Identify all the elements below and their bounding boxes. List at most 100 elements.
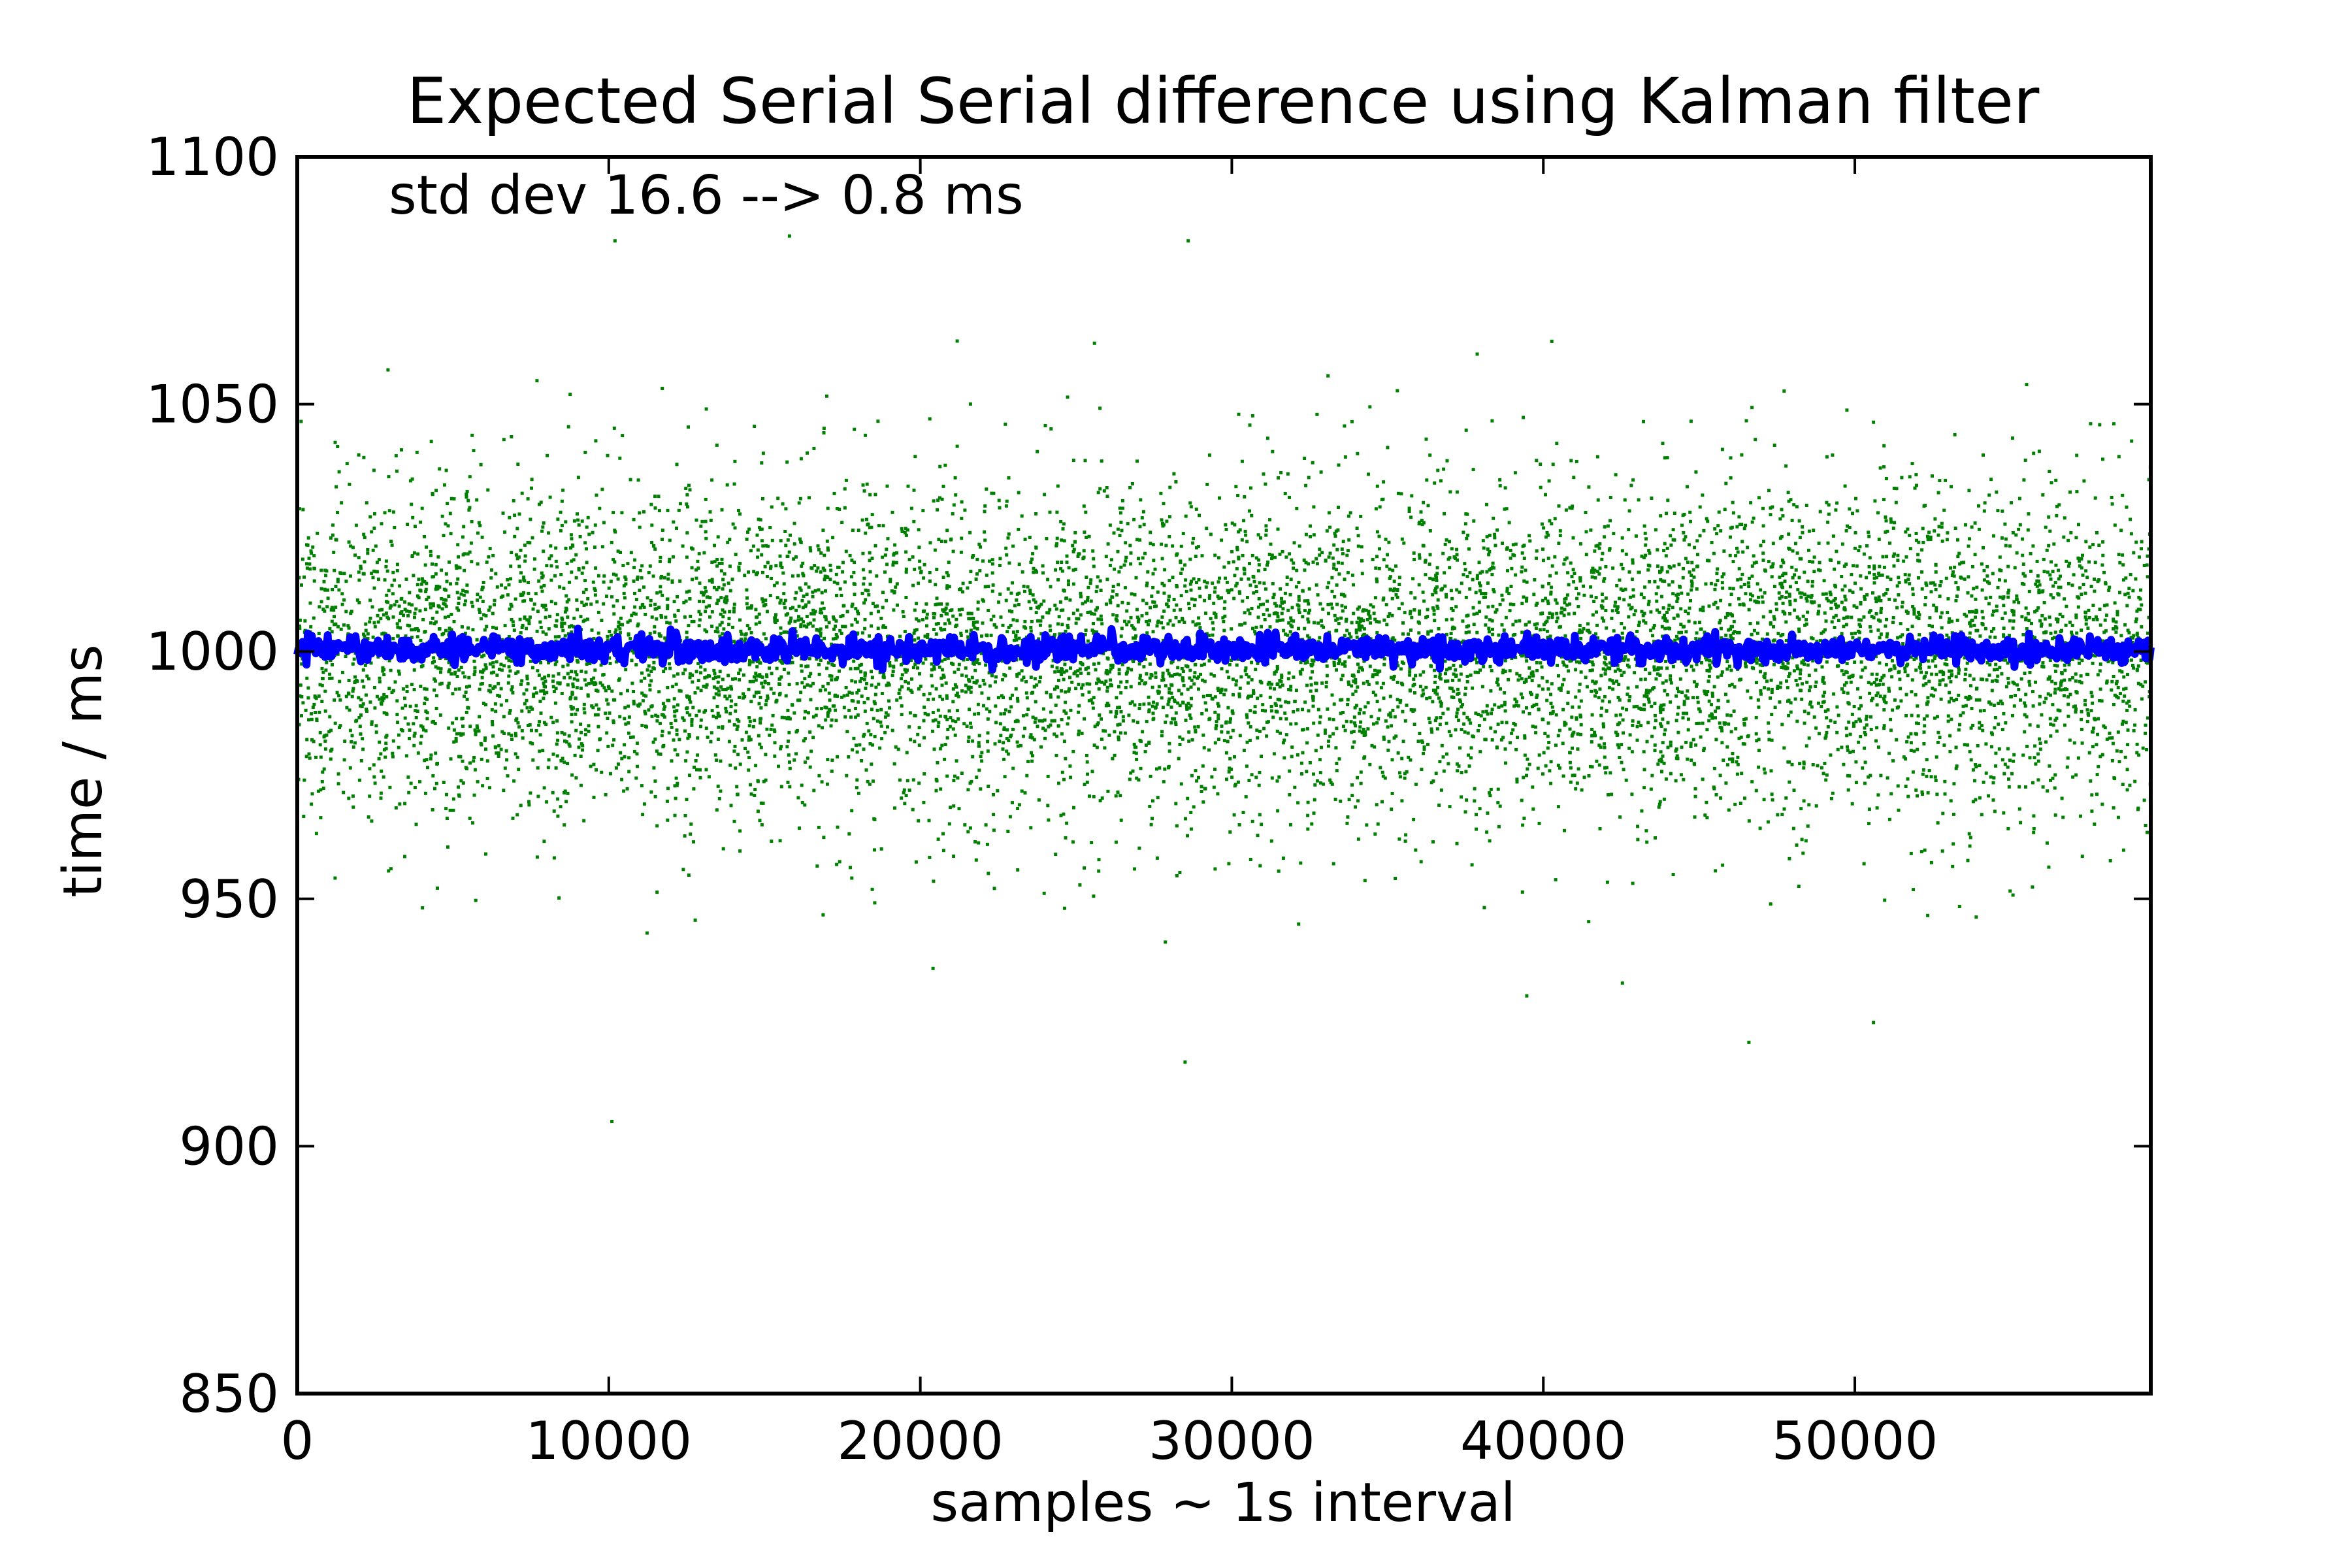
raw-point	[1800, 697, 1804, 701]
raw-point	[1883, 898, 1887, 902]
raw-point	[1744, 659, 1748, 663]
raw-point	[764, 603, 768, 607]
raw-point	[1477, 561, 1481, 564]
raw-point	[1301, 615, 1305, 619]
raw-point	[2052, 542, 2056, 546]
raw-point	[362, 455, 366, 459]
raw-point	[2037, 591, 2041, 595]
raw-point	[1435, 572, 1439, 576]
raw-point	[1168, 674, 1172, 678]
raw-point	[1488, 791, 1492, 795]
raw-point	[659, 585, 662, 589]
raw-point	[830, 674, 834, 678]
raw-point	[1148, 804, 1152, 808]
raw-point	[1578, 682, 1582, 686]
raw-point	[1778, 517, 1782, 521]
raw-point	[1611, 566, 1615, 570]
raw-point	[1144, 681, 1147, 685]
raw-point	[534, 592, 538, 596]
raw-point	[1081, 683, 1085, 687]
raw-point	[1948, 676, 1952, 679]
raw-point	[1313, 798, 1316, 802]
raw-point	[1957, 666, 1961, 669]
raw-point	[1034, 512, 1038, 515]
raw-point	[1046, 804, 1050, 808]
raw-point	[1292, 619, 1296, 623]
raw-point	[694, 759, 698, 762]
raw-point	[576, 512, 579, 516]
raw-point	[803, 685, 806, 689]
raw-point	[791, 661, 794, 664]
raw-point	[1892, 486, 1896, 490]
raw-point	[1546, 602, 1550, 606]
raw-point	[1761, 664, 1765, 668]
raw-point	[510, 685, 514, 689]
raw-point	[1736, 550, 1740, 554]
raw-point	[598, 681, 602, 685]
raw-point	[1512, 602, 1516, 606]
raw-point	[704, 497, 708, 501]
raw-point	[797, 501, 801, 505]
raw-point	[482, 668, 485, 672]
raw-point	[372, 621, 376, 625]
raw-point	[1863, 746, 1867, 750]
raw-point	[1562, 613, 1566, 617]
raw-point	[1557, 687, 1561, 691]
raw-point	[862, 747, 866, 751]
raw-point	[1399, 492, 1403, 496]
raw-point	[1128, 702, 1132, 706]
raw-point	[1223, 600, 1227, 604]
raw-point	[1060, 667, 1063, 671]
raw-point	[380, 608, 384, 612]
raw-point	[823, 578, 826, 581]
raw-point	[1064, 700, 1068, 704]
raw-point	[2048, 470, 2051, 473]
raw-point	[1593, 730, 1597, 734]
raw-point	[1022, 584, 1026, 588]
raw-point	[1776, 687, 1780, 690]
raw-point	[1599, 674, 1603, 678]
raw-point	[2048, 659, 2052, 662]
raw-point	[1414, 782, 1418, 786]
raw-point	[1217, 704, 1220, 708]
raw-point	[647, 708, 651, 712]
raw-point	[1354, 681, 1358, 685]
raw-point	[583, 728, 587, 732]
raw-point	[1049, 629, 1053, 632]
raw-point	[1849, 680, 1853, 684]
raw-point	[1767, 730, 1771, 734]
raw-point	[1119, 794, 1122, 798]
raw-point	[1674, 749, 1678, 753]
raw-point	[1733, 802, 1737, 806]
raw-point	[1807, 674, 1811, 678]
raw-point	[866, 589, 870, 593]
raw-point	[1571, 746, 1574, 750]
raw-point	[1645, 740, 1649, 743]
raw-point	[1904, 785, 1908, 788]
raw-point	[1086, 639, 1090, 643]
raw-point	[1197, 616, 1201, 620]
raw-point	[1448, 686, 1452, 690]
raw-point	[1237, 530, 1241, 534]
raw-point	[922, 576, 926, 580]
raw-point	[1976, 629, 1980, 632]
raw-point	[1607, 700, 1611, 704]
raw-point	[1478, 750, 1482, 754]
raw-point	[1371, 558, 1375, 561]
raw-point	[1618, 698, 1622, 702]
raw-point	[747, 716, 751, 720]
raw-point	[827, 621, 831, 625]
raw-point	[423, 580, 427, 583]
raw-point	[1558, 766, 1561, 770]
raw-point	[2088, 545, 2092, 549]
raw-point	[632, 580, 636, 583]
raw-point	[386, 368, 390, 372]
raw-point	[855, 786, 858, 790]
raw-point	[1799, 595, 1803, 599]
raw-point	[666, 818, 670, 822]
raw-point	[1418, 612, 1422, 616]
raw-point	[1054, 753, 1058, 757]
raw-point	[2126, 728, 2130, 732]
raw-point	[1303, 599, 1307, 603]
raw-point	[461, 671, 465, 675]
